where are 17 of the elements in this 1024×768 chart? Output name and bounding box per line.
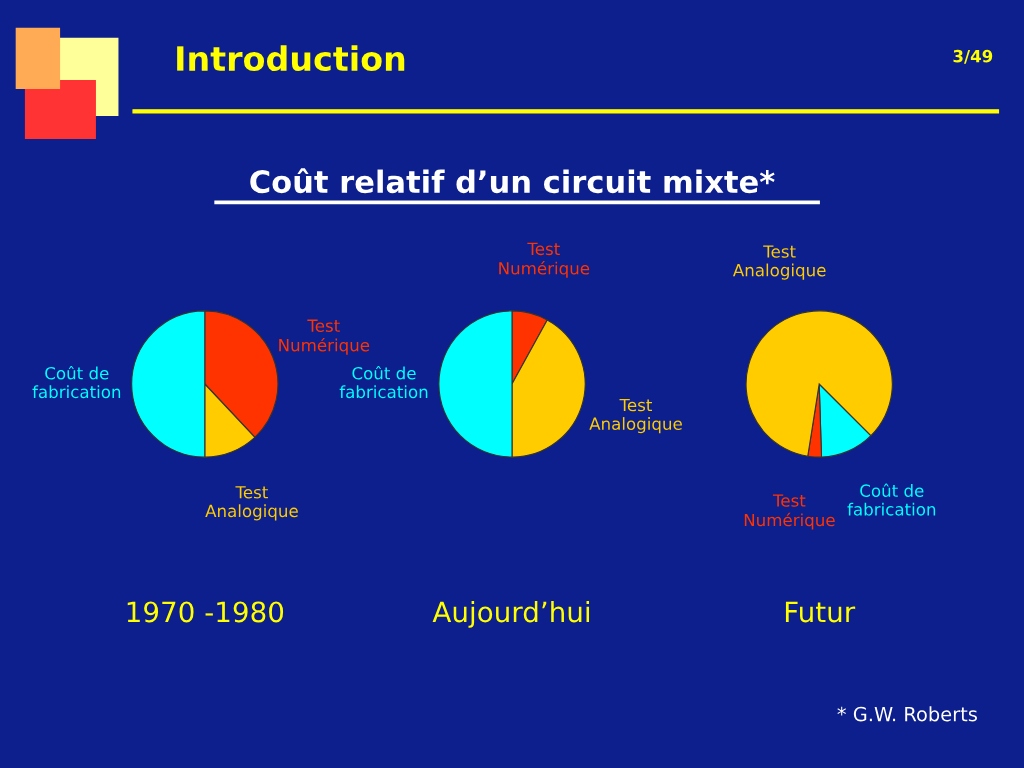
slice-label: Test Analogique [589,398,682,434]
text: Coût relatif d’un circuit mixte* [250,168,775,194]
text: Aujourd’hui [432,600,590,628]
slice-label: Coût de fabrication [32,365,121,399]
text: Introduction [177,45,405,72]
slice-label: Test Numérique [279,319,370,355]
slice-label: Coût de fabrication [847,483,936,516]
slice-label: Test Numérique [744,494,835,530]
slice-label: Test Analogique [732,245,826,280]
slice-label: Test Numérique [499,242,590,278]
text: 1970 -1980 [127,601,284,623]
text: * G.W. Roberts [837,706,977,722]
text: 3/49 [953,49,993,64]
slice-label: Test Analogique [205,486,298,521]
pie-slice [745,310,893,457]
slice-label: Coût de fabrication [339,365,428,399]
text: Futur [785,601,856,623]
